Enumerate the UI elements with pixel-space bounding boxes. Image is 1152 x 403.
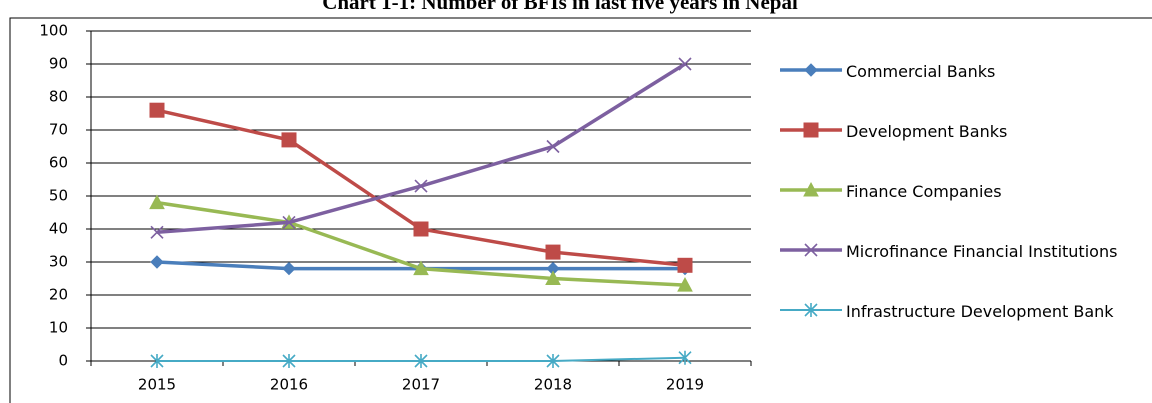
marker xyxy=(150,255,164,269)
y-tick-label: 70 xyxy=(49,121,68,139)
legend: Commercial Banks Development Banks Finance… xyxy=(780,60,1140,360)
legend-label: Commercial Banks xyxy=(846,62,996,81)
marker xyxy=(281,132,297,148)
legend-item: Commercial Banks xyxy=(780,60,1140,120)
legend-item: Finance Companies xyxy=(780,180,1140,240)
marker xyxy=(150,225,164,239)
x-tick-label: 2015 xyxy=(138,376,176,394)
marker xyxy=(546,354,560,368)
x-tick-label: 2018 xyxy=(534,376,572,394)
legend-item: Infrastructure Development Bank xyxy=(780,300,1140,360)
x-tick-label: 2019 xyxy=(666,376,704,394)
legend-item: Development Banks xyxy=(780,120,1140,180)
marker xyxy=(677,257,693,273)
legend-key xyxy=(780,122,842,138)
y-tick-label: 90 xyxy=(49,55,68,73)
x-tick-label: 2016 xyxy=(270,376,308,394)
y-tick-label: 10 xyxy=(49,319,68,337)
legend-label: Infrastructure Development Bank xyxy=(846,302,1114,321)
marker xyxy=(804,303,818,317)
marker xyxy=(413,260,429,276)
marker xyxy=(282,215,296,229)
marker xyxy=(150,354,164,368)
marker xyxy=(413,221,429,237)
marker xyxy=(804,63,818,77)
y-tick-label: 20 xyxy=(49,286,68,304)
y-tick-label: 30 xyxy=(49,253,68,271)
legend-key xyxy=(780,243,842,257)
y-tick-label: 50 xyxy=(49,187,68,205)
marker xyxy=(678,57,692,71)
legend-key xyxy=(780,63,842,77)
marker xyxy=(803,122,819,138)
marker xyxy=(546,139,560,154)
y-tick-label: 60 xyxy=(49,154,68,172)
x-tick-label: 2017 xyxy=(402,376,440,394)
marker xyxy=(678,350,692,365)
marker xyxy=(545,270,561,285)
chart-border xyxy=(9,17,1152,403)
y-tick-label: 40 xyxy=(49,220,68,238)
y-tick-label: 0 xyxy=(58,352,68,370)
legend-key xyxy=(780,181,842,197)
marker xyxy=(804,243,818,257)
marker xyxy=(414,179,428,193)
y-tick-label: 100 xyxy=(39,22,68,40)
marker xyxy=(414,354,428,368)
marker xyxy=(803,181,819,197)
marker xyxy=(677,277,693,292)
legend-label: Microfinance Financial Institutions xyxy=(846,242,1118,261)
chart-title: Chart 1-1: Number of BFIs in last five y… xyxy=(322,0,798,14)
marker xyxy=(149,194,165,210)
legend-item: Microfinance Financial Institutions xyxy=(780,240,1140,300)
marker xyxy=(545,244,561,260)
marker xyxy=(282,261,296,276)
y-tick-label: 80 xyxy=(49,88,68,106)
marker xyxy=(149,102,165,118)
legend-label: Development Banks xyxy=(846,122,1008,141)
marker xyxy=(282,354,296,368)
legend-key xyxy=(780,303,842,317)
series-line xyxy=(156,62,686,235)
legend-label: Finance Companies xyxy=(846,182,1002,201)
